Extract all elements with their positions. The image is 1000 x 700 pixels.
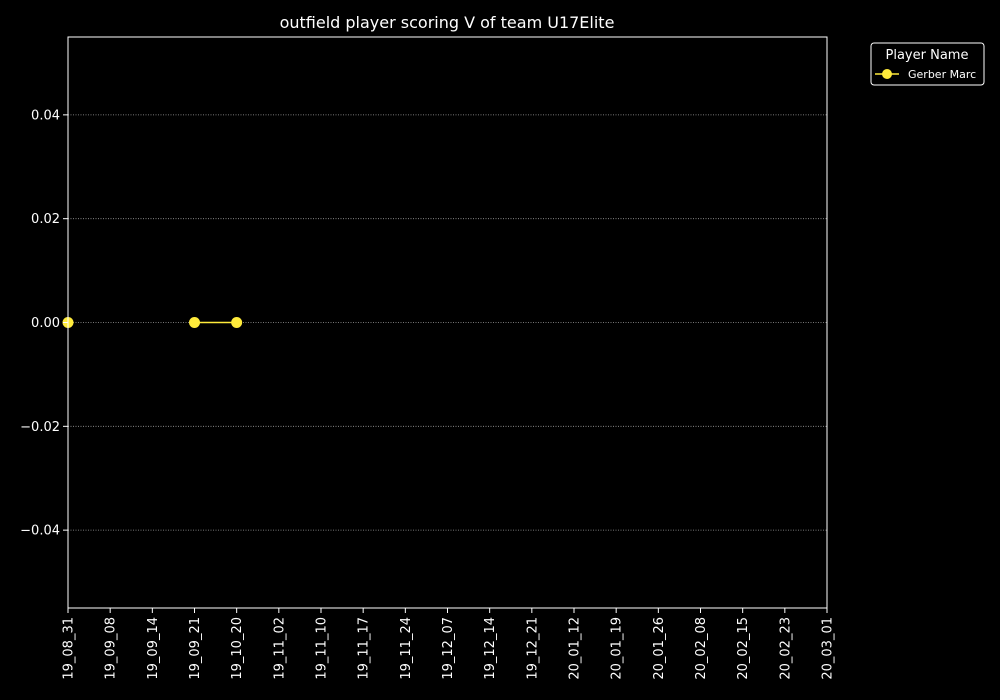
x-tick-label: 19_11_10 [315, 617, 330, 680]
chart-title: outfield player scoring V of team U17Eli… [280, 13, 615, 32]
series-layer [62, 317, 243, 328]
legend-marker [882, 69, 892, 79]
legend-title: Player Name [886, 48, 969, 63]
y-tick-label: −0.02 [20, 420, 60, 435]
grid [68, 114, 827, 531]
y-tick-label: 0.00 [31, 316, 60, 331]
x-tick-label: 19_12_07 [441, 617, 456, 680]
x-tick-label: 20_01_26 [652, 617, 667, 680]
x-tick-label: 19_09_08 [104, 617, 119, 680]
y-axis: −0.04 −0.02 0.00 0.02 0.04 [20, 108, 68, 539]
data-point [231, 317, 243, 328]
x-tick-label: 19_09_21 [188, 617, 203, 680]
x-tick-label: 19_11_24 [399, 617, 414, 680]
x-tick-label: 19_12_21 [525, 617, 540, 680]
x-tick-label: 20_01_12 [568, 617, 583, 680]
legend-entry-label: Gerber Marc [908, 68, 976, 81]
x-tick-label: 19_08_31 [62, 617, 77, 680]
x-tick-label: 20_03_01 [821, 617, 836, 680]
data-point [189, 317, 200, 328]
x-tick-label: 20_02_15 [736, 617, 751, 680]
y-tick-label: 0.04 [31, 108, 60, 123]
x-tick-label: 20_02_23 [778, 617, 793, 680]
y-tick-label: 0.02 [31, 212, 60, 227]
y-tick-label: −0.04 [20, 524, 60, 539]
legend-box [870, 42, 985, 86]
x-tick-label: 19_09_14 [146, 617, 161, 680]
x-tick-label: 19_11_17 [357, 617, 372, 680]
x-tick-label: 20_01_19 [610, 617, 625, 680]
x-axis: 19_08_31 19_09_08 19_09_14 19_09_21 19_10_20… [62, 608, 836, 680]
x-tick-label: 20_02_08 [694, 617, 709, 680]
x-tick-label: 19_12_14 [483, 617, 498, 680]
legend: Player Name Gerber Marc [870, 42, 985, 86]
x-tick-label: 19_11_02 [272, 617, 287, 680]
x-tick-label: 19_10_20 [230, 617, 245, 680]
